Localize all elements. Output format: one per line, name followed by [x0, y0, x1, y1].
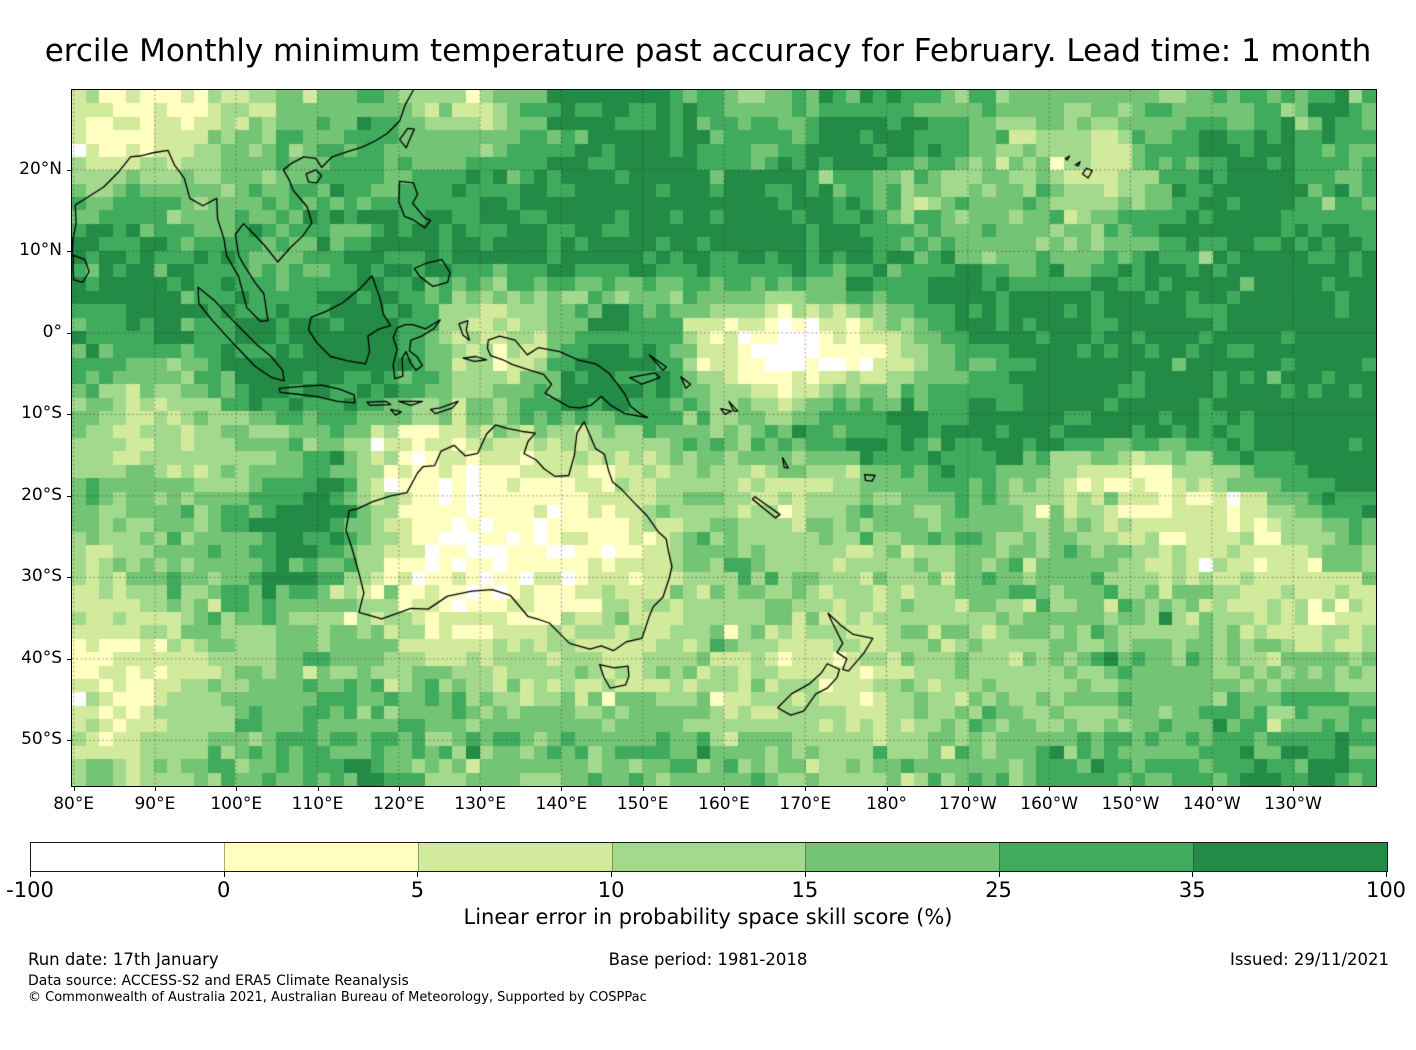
lon-tick-label: 120°E: [372, 794, 425, 814]
colorbar-tick-mark: [1192, 872, 1194, 877]
colorbar-tick-label: 0: [217, 878, 231, 902]
colorbar: -100 0 5 10 15 25 35 100: [6, 842, 1406, 904]
lat-tick-label: 10°N: [19, 240, 62, 261]
colorbar-tick-label: 10: [597, 878, 625, 902]
lat-tick-label: 50°S: [21, 729, 62, 750]
issued-date-text: Issued: 29/11/2021: [1229, 950, 1389, 969]
lon-tick-label: 130°E: [454, 794, 506, 814]
lon-tick-label: 160°E: [698, 794, 750, 814]
lat-tick-label: 0°: [42, 321, 62, 342]
run-date-text: Run date: 17th January: [28, 950, 219, 969]
lon-tick-mark: [317, 787, 319, 791]
lat-tick-label: 30°S: [21, 566, 62, 587]
lon-tick-label: 150°W: [1101, 794, 1160, 814]
lon-tick-mark: [886, 787, 888, 791]
lat-tick-mark: [67, 577, 71, 579]
lon-tick-mark: [1130, 787, 1132, 791]
lat-tick-mark: [67, 332, 71, 334]
lat-tick-label: 40°S: [21, 647, 62, 668]
colorbar-title: Linear error in probability space skill …: [463, 905, 953, 929]
lon-tick-label: 140°E: [535, 794, 588, 814]
lon-tick-label: 100°E: [210, 794, 263, 814]
colorbar-tick-label: 15: [791, 878, 819, 902]
colorbar-tick-mark: [1386, 872, 1387, 877]
lon-tick-mark: [1293, 787, 1295, 791]
lat-tick-mark: [67, 495, 71, 497]
colorbar-tick-label: -100: [6, 878, 54, 902]
lat-tick-label: 20°N: [19, 158, 62, 179]
map-canvas: [72, 90, 1376, 786]
lon-tick-mark: [154, 787, 156, 791]
map-plot-area: [71, 89, 1377, 787]
colorbar-tick-label: 5: [410, 878, 425, 902]
lon-tick-label: 170°E: [779, 794, 832, 814]
lon-tick-label: 180°: [866, 794, 908, 814]
colorbar-tick-label: 100: [1365, 878, 1407, 902]
colorbar-segment: [31, 843, 224, 871]
lon-tick-label: 140°W: [1182, 794, 1241, 814]
lon-tick-mark: [1049, 787, 1051, 791]
colorbar-tick-label: 35: [1178, 878, 1206, 902]
lon-tick-label: 160°W: [1020, 794, 1079, 814]
lat-tick-mark: [67, 414, 71, 416]
figure-title: ercile Monthly minimum temperature past …: [44, 33, 1372, 69]
lon-tick-mark: [236, 787, 238, 791]
colorbar-tick-mark: [223, 872, 225, 877]
colorbar-tick-mark: [998, 872, 1000, 877]
lon-tick-label: 130°W: [1264, 794, 1322, 814]
colorbar-tick-label: 25: [985, 878, 1012, 902]
colorbar-segment: [611, 843, 806, 871]
colorbar-segment: [999, 843, 1194, 871]
base-period-text: Base period: 1981-2018: [608, 950, 808, 969]
lon-tick-mark: [724, 787, 725, 791]
lon-tick-mark: [1211, 787, 1213, 791]
lon-tick-label: 80°E: [53, 794, 95, 814]
lon-tick-mark: [480, 787, 482, 791]
colorbar-tick-mark: [417, 872, 419, 877]
lon-tick-label: 170°W: [938, 794, 997, 814]
lat-tick-label: 20°S: [21, 484, 62, 505]
lon-tick-mark: [398, 787, 400, 791]
lon-tick-mark: [967, 787, 969, 791]
lon-tick-mark: [642, 787, 644, 791]
colorbar-tick-mark: [611, 872, 613, 877]
lon-tick-mark: [561, 787, 563, 791]
lat-tick-label: 10°S: [21, 403, 62, 424]
colorbar-segment: [417, 843, 612, 871]
lat-tick-mark: [67, 251, 71, 253]
lat-tick-mark: [67, 740, 71, 742]
colorbar-segment: [223, 843, 418, 871]
colorbar-segments: [30, 842, 1388, 872]
lat-tick-mark: [67, 658, 71, 660]
lon-tick-mark: [73, 787, 75, 791]
lon-tick-mark: [805, 787, 807, 791]
lon-tick-label: 110°E: [291, 794, 344, 814]
lon-tick-label: 150°E: [616, 794, 669, 814]
data-source-text: Data source: ACCESS-S2 and ERA5 Climate …: [28, 973, 409, 989]
copyright-text: © Commonwealth of Australia 2021, Austra…: [28, 990, 647, 1005]
lon-tick-label: 90°E: [134, 794, 176, 814]
lat-tick-mark: [67, 169, 71, 171]
colorbar-tick-mark: [804, 872, 806, 877]
colorbar-segment: [1193, 843, 1388, 871]
colorbar-tick-mark: [30, 872, 31, 877]
colorbar-segment: [805, 843, 1000, 871]
